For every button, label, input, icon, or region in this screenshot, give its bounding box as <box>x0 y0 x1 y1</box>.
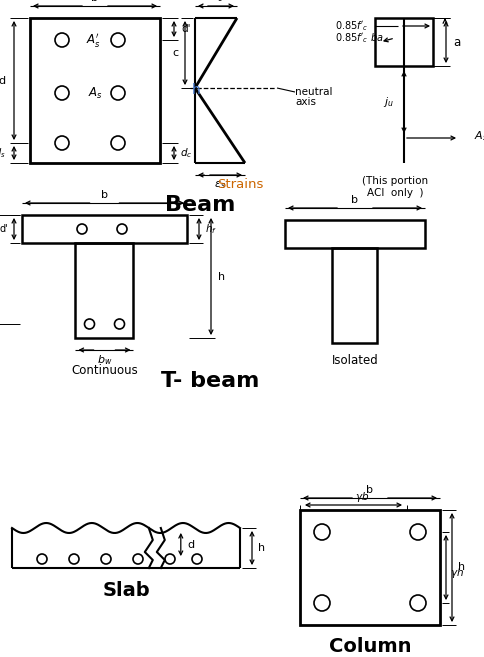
Bar <box>374 18 432 66</box>
Text: Strains: Strains <box>216 179 263 191</box>
Text: Slab: Slab <box>102 581 150 599</box>
Text: $h_f$: $h_f$ <box>205 222 216 236</box>
Text: $j_u$: $j_u$ <box>382 95 393 109</box>
Text: Column: Column <box>328 637 410 656</box>
Text: ACI  only  ): ACI only ) <box>366 188 423 198</box>
Text: c: c <box>172 48 178 58</box>
Text: Isolated: Isolated <box>331 355 378 367</box>
Text: neutral: neutral <box>294 87 332 97</box>
Bar <box>332 248 377 343</box>
Text: d: d <box>187 539 194 549</box>
Text: d': d' <box>181 24 190 34</box>
Bar <box>22 215 187 243</box>
Text: $d_s$: $d_s$ <box>0 146 6 160</box>
Text: h: h <box>191 83 200 97</box>
Text: d: d <box>0 76 5 85</box>
Text: h: h <box>457 562 465 572</box>
Text: $\gamma h$: $\gamma h$ <box>449 566 463 579</box>
Text: Continuous: Continuous <box>71 363 137 376</box>
Text: $b_w$: $b_w$ <box>97 353 112 367</box>
Text: b: b <box>351 195 358 205</box>
Text: $A_s$: $A_s$ <box>88 85 102 101</box>
Text: Beam: Beam <box>165 195 235 215</box>
Text: b: b <box>366 485 373 495</box>
Text: $A_s'$: $A_s'$ <box>86 31 100 49</box>
Bar <box>30 18 160 163</box>
Text: d': d' <box>0 224 8 234</box>
Text: h: h <box>218 271 225 281</box>
Text: b: b <box>91 0 98 3</box>
Text: T- beam: T- beam <box>161 371 258 391</box>
Text: $\epsilon_c$: $\epsilon_c$ <box>211 0 223 4</box>
Bar <box>76 243 133 338</box>
Text: $\epsilon_s$: $\epsilon_s$ <box>213 179 226 191</box>
Bar <box>285 220 424 248</box>
Text: $0.85f'_c$: $0.85f'_c$ <box>334 19 368 33</box>
Bar <box>300 510 439 625</box>
Text: (This portion: (This portion <box>361 176 427 186</box>
Text: $A_sf_y$: $A_sf_y$ <box>473 130 484 147</box>
Text: a: a <box>453 35 460 49</box>
Text: $\gamma b$: $\gamma b$ <box>354 490 368 504</box>
Text: h: h <box>258 543 265 553</box>
Text: b: b <box>101 190 108 200</box>
Text: $0.85f'_c\ ba$: $0.85f'_c\ ba$ <box>334 31 383 45</box>
Text: $d_c$: $d_c$ <box>180 146 192 160</box>
Text: axis: axis <box>294 97 316 107</box>
